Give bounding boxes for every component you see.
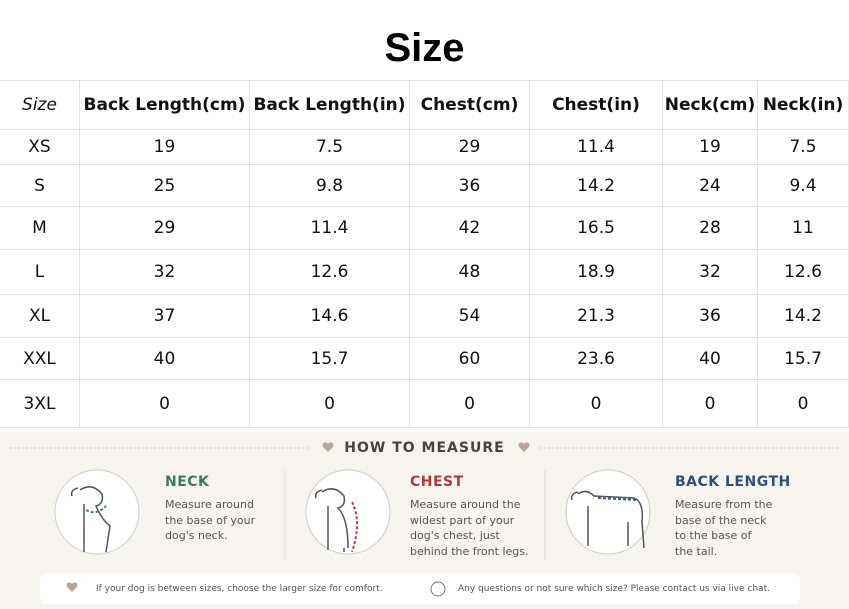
measure-item-text: base of the neck	[675, 513, 767, 527]
table-cell: 25	[80, 165, 250, 207]
table-cell: 19	[80, 130, 250, 165]
measure-item-title: CHEST	[410, 474, 464, 490]
column-header: Size	[0, 80, 80, 130]
table-cell: 32	[663, 250, 758, 295]
column-header: Neck(cm)	[663, 80, 758, 130]
table-cell: 0	[663, 380, 758, 428]
table-cell: 0	[250, 380, 410, 428]
column-header: Neck(in)	[758, 80, 849, 130]
table-cell: 11.4	[530, 130, 663, 165]
table-cell: 11	[758, 207, 849, 250]
measure-item-text: dog's neck.	[165, 529, 228, 542]
table-cell: 0	[80, 380, 250, 428]
column-header: Chest(in)	[530, 80, 663, 130]
measure-item-title: BACK LENGTH	[675, 474, 791, 490]
measure-item-text: to the base of	[675, 529, 752, 542]
table-cell: 12.6	[250, 250, 410, 295]
table-cell: 36	[663, 295, 758, 338]
measure-title: HOW TO MEASURE	[344, 440, 505, 456]
size-label: S	[0, 165, 80, 207]
table-cell: 9.4	[758, 165, 849, 207]
size-label: XL	[0, 295, 80, 338]
table-cell: 29	[80, 207, 250, 250]
column-header: Back Length(in)	[250, 80, 410, 130]
table-cell: 40	[80, 338, 250, 380]
measure-item-text: Measure around the	[410, 498, 521, 511]
table-cell: 48	[410, 250, 530, 295]
table-cell: 24	[663, 165, 758, 207]
table-cell: 29	[410, 130, 530, 165]
table-cell: 15.7	[250, 338, 410, 380]
measure-item-text: Measure from the	[675, 498, 773, 511]
table-cell: 28	[663, 207, 758, 250]
size-label: 3XL	[0, 380, 80, 428]
footer-note: If your dog is between sizes, choose the…	[96, 584, 383, 594]
table-cell: 40	[663, 338, 758, 380]
size-label: M	[0, 207, 80, 250]
table-cell: 21.3	[530, 295, 663, 338]
measure-item-text: the base of your	[165, 513, 256, 527]
table-cell: 0	[530, 380, 663, 428]
table-cell: 23.6	[530, 338, 663, 380]
table-cell: 12.6	[758, 250, 849, 295]
table-cell: 16.5	[530, 207, 663, 250]
table-cell: 42	[410, 207, 530, 250]
table-cell: 14.2	[530, 165, 663, 207]
column-header: Chest(cm)	[410, 80, 530, 130]
measure-item-title: NECK	[165, 474, 210, 490]
size-label: L	[0, 250, 80, 295]
size-label: XS	[0, 130, 80, 165]
footer-note: Any questions or not sure which size? Pl…	[458, 584, 770, 594]
table-cell: 36	[410, 165, 530, 207]
measure-item-text: Measure around	[165, 498, 254, 511]
table-cell: 14.6	[250, 295, 410, 338]
table-cell: 7.5	[250, 130, 410, 165]
column-header: Back Length(cm)	[80, 80, 250, 130]
measure-item-text: the tail.	[675, 544, 718, 558]
table-cell: 54	[410, 295, 530, 338]
measure-item-text: widest part of your	[410, 513, 515, 527]
title: Size	[384, 26, 465, 70]
table-cell: 14.2	[758, 295, 849, 338]
table-cell: 19	[663, 130, 758, 165]
measure-section: HOW TO MEASURE NECK Measure around the bas…	[0, 432, 849, 609]
size-label: XXL	[0, 338, 80, 380]
table-cell: 32	[80, 250, 250, 295]
table-cell: 18.9	[530, 250, 663, 295]
table-cell: 7.5	[758, 130, 849, 165]
table-cell: 60	[410, 338, 530, 380]
measure-item-text: behind the front legs.	[410, 544, 529, 558]
table-cell: 11.4	[250, 207, 410, 250]
table-cell: 9.8	[250, 165, 410, 207]
table-cell: 0	[410, 380, 530, 428]
measure-graphics	[10, 442, 840, 604]
measure-item-text: dog's chest, just	[410, 529, 500, 542]
table-cell: 15.7	[758, 338, 849, 380]
table-cell: 37	[80, 295, 250, 338]
table-cell: 0	[758, 380, 849, 428]
